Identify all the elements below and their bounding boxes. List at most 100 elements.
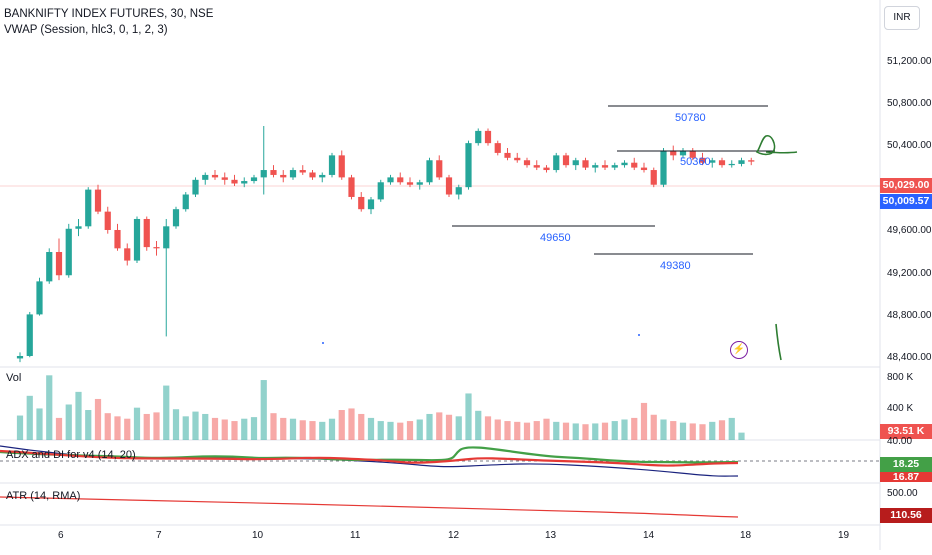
candle[interactable]	[36, 281, 43, 315]
candle[interactable]	[377, 182, 384, 200]
volume-bar	[250, 417, 258, 440]
candle[interactable]	[358, 196, 365, 210]
candle[interactable]	[582, 160, 589, 168]
candle[interactable]	[670, 150, 677, 156]
candle[interactable]	[406, 182, 414, 185]
candle[interactable]	[55, 252, 63, 276]
volume-bar	[650, 414, 657, 440]
candle[interactable]	[679, 150, 687, 156]
freehand-annotation[interactable]	[755, 135, 798, 156]
atr-pane-label[interactable]: ATR (14, RMA)	[6, 490, 81, 502]
candle[interactable]	[484, 130, 492, 144]
candle[interactable]	[426, 160, 433, 183]
candle[interactable]	[328, 155, 336, 175]
candle[interactable]	[338, 155, 345, 178]
candle[interactable]	[728, 163, 735, 166]
candle[interactable]	[533, 165, 540, 168]
candle[interactable]	[299, 170, 306, 173]
volume-bar	[260, 380, 267, 440]
candle[interactable]	[231, 179, 238, 184]
candle[interactable]	[46, 252, 53, 282]
candle[interactable]	[124, 248, 131, 261]
candle[interactable]	[221, 177, 228, 180]
candle[interactable]	[348, 177, 355, 197]
candle[interactable]	[543, 167, 550, 171]
candle[interactable]	[270, 170, 277, 175]
candle[interactable]	[211, 174, 219, 178]
candle[interactable]	[202, 174, 209, 180]
candle[interactable]	[514, 157, 521, 161]
candle[interactable]	[309, 172, 316, 178]
candle[interactable]	[494, 143, 501, 153]
volume-bar	[397, 422, 404, 440]
candle[interactable]	[621, 162, 628, 166]
candle[interactable]	[562, 155, 570, 166]
candle[interactable]	[260, 170, 267, 178]
candle[interactable]	[143, 218, 150, 248]
candle[interactable]	[611, 165, 618, 168]
candle[interactable]	[572, 160, 579, 166]
volume-pane-label[interactable]: Vol	[6, 372, 22, 384]
candle[interactable]	[26, 314, 33, 356]
candle[interactable]	[718, 160, 726, 166]
currency-button[interactable]: INR	[884, 6, 920, 30]
candle[interactable]	[475, 130, 482, 144]
candle[interactable]	[640, 167, 648, 171]
candle[interactable]	[416, 182, 423, 185]
candle[interactable]	[192, 179, 199, 195]
vwap-legend[interactable]: VWAP (Session, hlc3, 0, 1, 2, 3)	[4, 24, 168, 36]
candle[interactable]	[65, 228, 72, 276]
candle[interactable]	[114, 229, 121, 249]
candle[interactable]	[650, 170, 657, 185]
candle[interactable]	[592, 165, 599, 168]
candle[interactable]	[601, 165, 609, 168]
candle[interactable]	[16, 355, 24, 359]
candle[interactable]	[94, 189, 102, 212]
level-label-49380[interactable]: 49380	[660, 260, 691, 272]
candle[interactable]	[748, 160, 755, 162]
candle[interactable]	[553, 155, 560, 171]
candle[interactable]	[504, 152, 511, 158]
price-tick: 51,200.00	[887, 56, 932, 67]
candle[interactable]	[182, 194, 189, 210]
candle[interactable]	[689, 150, 696, 158]
candle[interactable]	[709, 160, 716, 163]
candle[interactable]	[455, 187, 462, 195]
volume-bar	[16, 415, 24, 440]
candle[interactable]	[163, 226, 170, 249]
symbol-title[interactable]: BANKNIFTY INDEX FUTURES, 30, NSE	[4, 8, 214, 20]
candle[interactable]	[85, 189, 92, 227]
candle[interactable]	[153, 247, 160, 249]
candle[interactable]	[738, 160, 745, 164]
candle[interactable]	[104, 211, 111, 230]
freehand-stroke[interactable]	[775, 323, 782, 361]
level-label-50780[interactable]: 50780	[675, 112, 706, 124]
candle[interactable]	[465, 143, 472, 188]
level-label-49650[interactable]: 49650	[540, 232, 571, 244]
candle[interactable]	[250, 177, 258, 182]
lightning-icon[interactable]: ⚡	[730, 341, 748, 359]
volume-bar	[75, 391, 82, 440]
level-label-50360[interactable]: 50360	[680, 156, 711, 168]
candle[interactable]	[436, 160, 443, 178]
candle[interactable]	[367, 199, 375, 210]
adx-pane-label[interactable]: ADX and DI for v4 (14, 20)	[6, 449, 136, 461]
candle[interactable]	[75, 226, 82, 229]
candle[interactable]	[289, 170, 297, 178]
atr-value-tag: 110.56	[880, 508, 932, 523]
candle[interactable]	[523, 160, 531, 166]
candle[interactable]	[133, 218, 141, 261]
candle[interactable]	[397, 177, 404, 183]
candle[interactable]	[319, 174, 326, 178]
candle[interactable]	[387, 177, 394, 183]
candle[interactable]	[445, 177, 453, 195]
candle[interactable]	[660, 150, 667, 185]
candle[interactable]	[699, 157, 706, 163]
candle[interactable]	[172, 209, 180, 227]
volume-bar	[280, 417, 287, 440]
candle[interactable]	[280, 174, 287, 178]
candle[interactable]	[631, 162, 638, 168]
candle[interactable]	[241, 181, 248, 184]
